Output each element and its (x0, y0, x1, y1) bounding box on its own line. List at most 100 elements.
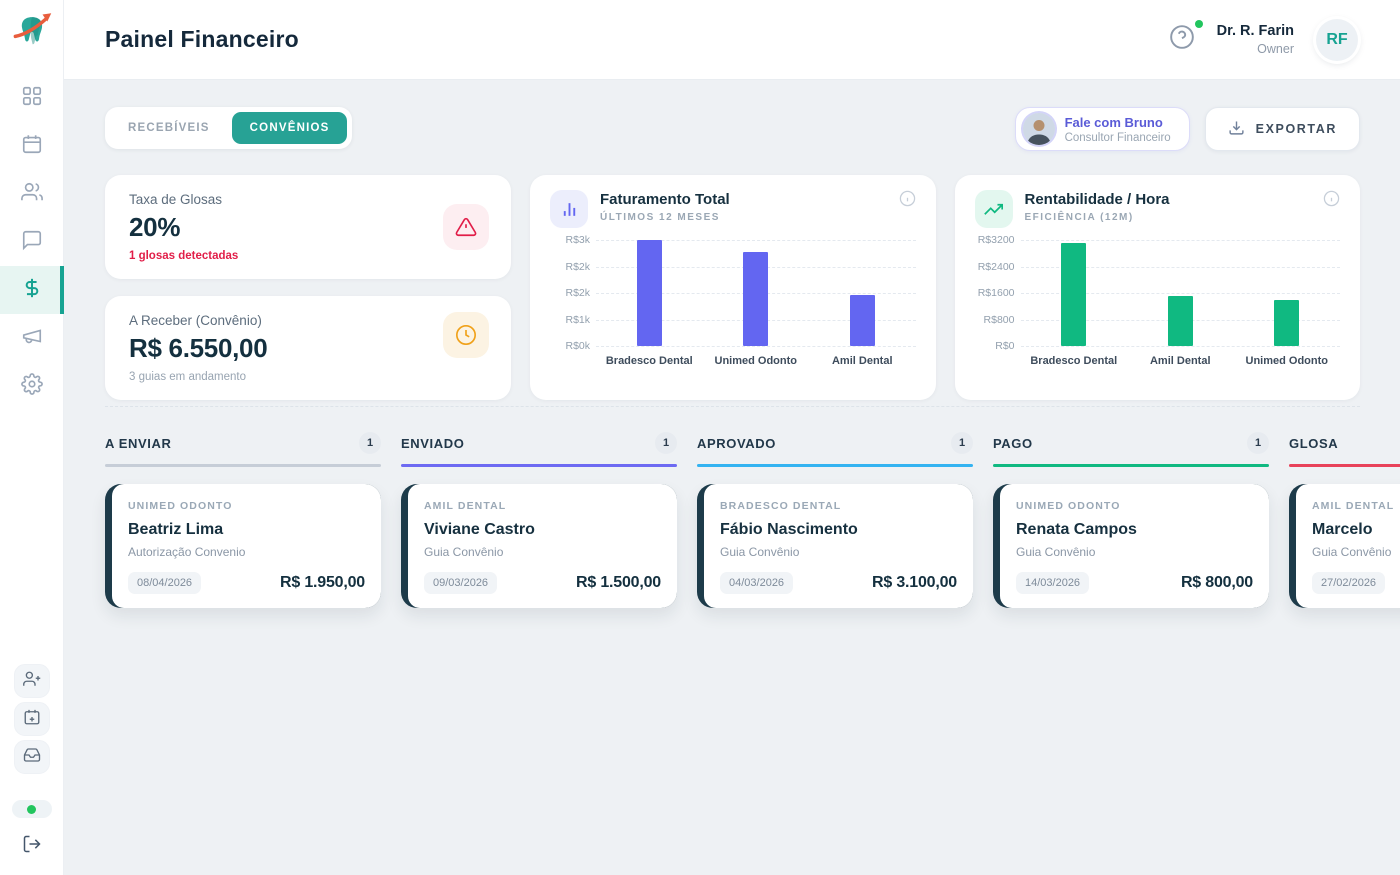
clock-icon (443, 312, 489, 358)
receber-label: A Receber (Convênio) (129, 313, 262, 328)
column-title: ENVIADO (401, 435, 465, 451)
guia-card[interactable]: BRADESCO DENTAL Fábio Nascimento Guia Co… (697, 484, 973, 608)
chart-subtitle: ÚLTIMOS 12 MESES (600, 212, 720, 223)
guia-card[interactable]: AMIL DENTAL Marcelo Guia Convênio 27/02/… (1289, 484, 1400, 608)
insurer-label: AMIL DENTAL (1312, 500, 1395, 512)
stats-row: Taxa de Glosas 20% 1 glosas detectadas A… (105, 175, 1360, 400)
guia-value: R$ 1.500,00 (576, 574, 661, 591)
avatar[interactable]: RF (1316, 18, 1358, 61)
y-axis-tick: R$0k (565, 340, 590, 352)
top-bar-right: Dr. R. Farin Owner RF (1169, 18, 1358, 61)
calendar-icon (21, 133, 43, 160)
plot-area: R$3k R$2k R$2k R$1k R$0k (565, 234, 916, 352)
gridline (596, 346, 916, 347)
dollar-icon (21, 277, 43, 304)
y-axis-tick: R$800 (983, 313, 1015, 326)
column-accent-bar (1289, 464, 1400, 467)
x-axis-label: Amil Dental (831, 355, 893, 367)
sidebar-item-finance[interactable] (0, 266, 64, 314)
chart-title: Faturamento Total (600, 191, 730, 208)
export-button[interactable]: EXPORTAR (1204, 107, 1360, 151)
x-axis-label: Amil Dental (1149, 355, 1211, 367)
guia-card[interactable]: AMIL DENTAL Viviane Castro Guia Convênio… (401, 484, 677, 608)
kanban-column-aprovado: APROVADO 1 BRADESCO DENTAL Fábio Nascime… (697, 432, 973, 608)
add-appointment-button[interactable] (13, 702, 50, 736)
glosas-card: Taxa de Glosas 20% 1 glosas detectadas (105, 175, 511, 279)
patient-name: Viviane Castro (424, 521, 535, 538)
kanban-board: A ENVIAR 1 UNIMED ODONTO Beatriz Lima Au… (105, 432, 1400, 608)
logout-icon (22, 835, 42, 858)
bar-slot (809, 240, 916, 346)
column-accent-bar (993, 464, 1269, 467)
guia-card[interactable]: UNIMED ODONTO Renata Campos Guia Convêni… (993, 484, 1269, 608)
info-icon[interactable] (1323, 190, 1340, 212)
sidebar-item-marketing[interactable] (0, 314, 64, 362)
bar (1274, 300, 1300, 346)
help-circle-icon (1169, 24, 1195, 55)
plot-area: R$3200 R$2400 R$1600 R$800 R$0 (978, 234, 1340, 352)
sidebar-item-dashboard[interactable] (0, 74, 64, 122)
x-axis-label: Unimed Odonto (1245, 355, 1329, 367)
column-accent-bar (401, 464, 677, 467)
guia-card[interactable]: UNIMED ODONTO Beatriz Lima Autorização C… (105, 484, 381, 608)
bar (743, 251, 769, 346)
x-axis-label: Bradesco Dental (605, 355, 693, 367)
consultant-button[interactable]: Fale com Bruno Consultor Financeiro (1014, 107, 1190, 151)
gridline (1020, 346, 1340, 347)
trending-up-icon (974, 190, 1013, 228)
chat-icon (21, 229, 43, 256)
card-footer: 08/04/2026 R$ 1.950,00 (128, 572, 365, 594)
count-badge: 1 (655, 432, 677, 454)
consultant-avatar (1022, 113, 1055, 145)
y-axis-tick: R$2k (565, 287, 590, 299)
guia-type: Guia Convênio (424, 545, 504, 559)
bar-slot (596, 240, 703, 346)
card-footer: 04/03/2026 R$ 3.100,00 (720, 572, 957, 594)
kanban-column-enviado: ENVIADO 1 AMIL DENTAL Viviane Castro Gui… (401, 432, 677, 608)
x-axis-label: Bradesco Dental (1030, 355, 1118, 367)
kanban-column-pago: PAGO 1 UNIMED ODONTO Renata Campos Guia … (993, 432, 1269, 608)
user-meta: Dr. R. Farin Owner (1217, 23, 1294, 56)
guia-card-body: UNIMED ODONTO Renata Campos Guia Convêni… (1000, 484, 1269, 608)
x-axis-labels: Bradesco Dental Unimed Odonto Amil Dental (596, 355, 916, 367)
chart-header: Rentabilidade / Hora EFICIÊNCIA (12M) (974, 190, 1341, 228)
column-accent-bar (105, 464, 381, 467)
count-badge: 1 (951, 432, 973, 454)
inbox-button[interactable] (13, 740, 50, 774)
chart-subtitle: EFICIÊNCIA (12M) (1024, 212, 1134, 223)
guia-value: R$ 3.100,00 (872, 574, 957, 591)
glosas-value: 20% (129, 212, 181, 242)
tab-switcher: RECEBÍVEIS CONVÊNIOS (105, 107, 353, 149)
consultant-text: Fale com Bruno Consultor Financeiro (1065, 115, 1171, 144)
sidebar-item-calendar[interactable] (0, 122, 64, 170)
warning-triangle-icon (443, 204, 489, 250)
sidebar-item-chat[interactable] (0, 218, 64, 266)
column-title: GLOSA (1289, 435, 1339, 451)
count-badge: 1 (359, 432, 381, 454)
guia-value: R$ 800,00 (1180, 574, 1253, 591)
add-user-button[interactable] (13, 664, 50, 698)
y-axis-tick: R$2400 (977, 260, 1015, 273)
gear-icon (20, 372, 43, 400)
sidebar-item-settings[interactable] (0, 362, 64, 410)
tab-convenios[interactable]: CONVÊNIOS (231, 112, 348, 144)
sidebar-item-patients[interactable] (0, 170, 64, 218)
date-chip: 09/03/2026 (424, 572, 498, 594)
chart-titles: Faturamento Total ÚLTIMOS 12 MESES (600, 190, 730, 223)
bar-slot (1127, 240, 1234, 346)
kanban-column-glosa: GLOSA AMIL DENTAL Marcelo Guia Convênio … (1289, 432, 1400, 608)
bar-slot (1021, 240, 1128, 346)
column-header: PAGO 1 (993, 432, 1269, 454)
y-axis-tick: R$0 (995, 340, 1015, 352)
info-icon[interactable] (899, 190, 916, 212)
tab-recebiveis[interactable]: RECEBÍVEIS (110, 112, 228, 144)
help-button[interactable] (1169, 20, 1203, 55)
insurer-label: AMIL DENTAL (424, 500, 507, 512)
kanban-divider (105, 406, 1360, 407)
bar (849, 294, 875, 346)
rentabilidade-chart: R$3200 R$2400 R$1600 R$800 R$0 Bradesco Denta… (975, 234, 1340, 390)
logout-button[interactable] (22, 834, 42, 859)
sidebar (0, 0, 64, 875)
chart-header: Faturamento Total ÚLTIMOS 12 MESES (550, 190, 916, 228)
